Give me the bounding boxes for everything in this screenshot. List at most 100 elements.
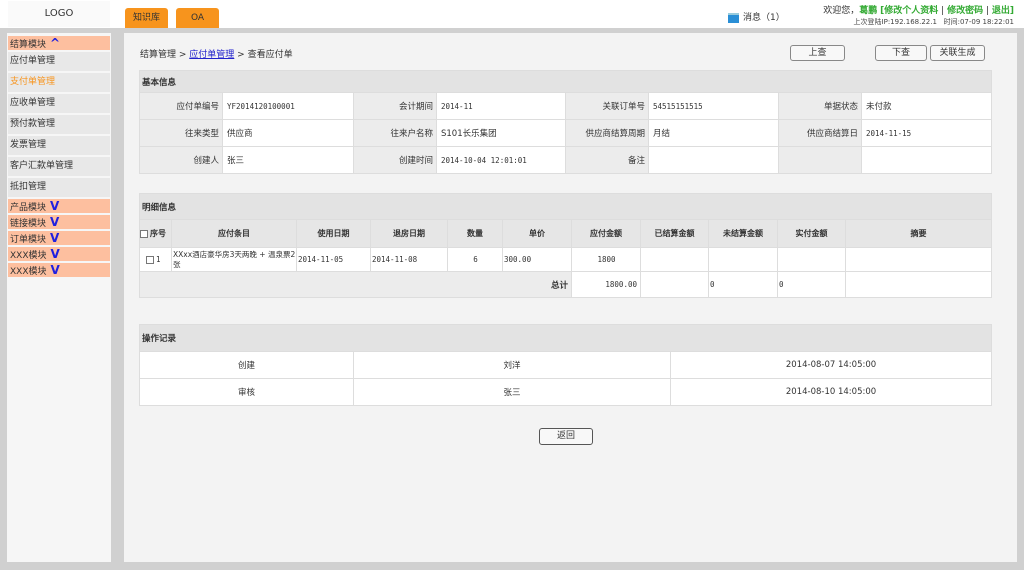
sidebar-module-xxx[interactable]: XXX模块 V — [8, 247, 110, 261]
table-cell — [844, 247, 993, 272]
log-cell: 创建 — [139, 351, 354, 379]
column-header: 退房日期 — [370, 219, 448, 248]
back-button[interactable]: 返回 — [539, 428, 593, 445]
logout-link[interactable]: 退出 — [991, 6, 1010, 16]
total-label: 总计 — [139, 271, 572, 298]
top-bar: LOGO 知识库 OA 消息（1） 欢迎您，葛鹏 [修改个人资料 | 修改密码 … — [0, 0, 1024, 28]
column-header: 数量 — [447, 219, 503, 248]
detail-table: 明细信息 序号 应付条目 使用日期 退房日期 数量 单价 应付金额 已结算金额 未结算金额 实付金… — [138, 193, 993, 298]
cell-value: 300.00 — [504, 255, 532, 264]
total-cell: 0 — [708, 271, 778, 298]
sidebar-module-link[interactable]: 链接模块 V — [8, 215, 110, 229]
user-name: 葛鹏 — [859, 6, 878, 16]
table-cell: 2014-11-08 — [370, 247, 448, 272]
table-row: 1 XXxx酒店豪华房3天两晚 + 温泉票2张 2014-11-05 2014-11-… — [139, 247, 993, 272]
log-row: 创建 刘洋 2014-08-07 14:05:00 — [139, 351, 993, 379]
cell-value: 2014-11-05 — [298, 255, 344, 264]
total-cell — [640, 271, 709, 298]
select-all-checkbox[interactable] — [140, 229, 148, 238]
expand-icon: V — [50, 263, 60, 277]
field-label: 备注 — [565, 146, 649, 174]
field-value: 54515151515 — [648, 92, 779, 120]
table-cell: 6 — [447, 247, 503, 272]
column-header: 应付金额 — [571, 219, 641, 248]
log-cell: 2014-08-07 14:05:00 — [669, 351, 993, 379]
column-header: 实付金额 — [777, 219, 846, 248]
sidebar-module-xxx-2[interactable]: XXX模块 V — [8, 263, 110, 277]
tab-oa[interactable]: OA — [176, 8, 219, 28]
field-label: 应付单编号 — [139, 92, 223, 120]
total-cell: 1800.00 — [571, 271, 641, 298]
column-header: 未结算金额 — [708, 219, 778, 248]
column-header-label: 单价 — [529, 229, 545, 238]
table-cell — [777, 247, 846, 272]
table-cell: 2014-11-05 — [296, 247, 371, 272]
sidebar-item-payments[interactable]: 支付单管理 — [8, 73, 110, 92]
expand-icon: V — [50, 199, 60, 213]
table-cell: 300.00 — [502, 247, 572, 272]
breadcrumb: 结算管理 > 应付单管理 > 查看应付单 — [140, 50, 293, 60]
total-row: 总计 1800.00 0 0 — [139, 271, 993, 298]
sidebar-item-receivables[interactable]: 应收单管理 — [8, 94, 110, 113]
expand-icon: V — [50, 215, 60, 229]
column-header-label: 已结算金额 — [654, 229, 695, 238]
sidebar-item-remittances[interactable]: 客户汇款单管理 — [8, 157, 110, 176]
field-label — [778, 146, 862, 174]
column-header-label: 应付条目 — [218, 229, 250, 238]
logo: LOGO — [8, 1, 110, 27]
total-cell: 0 — [777, 271, 846, 298]
column-header: 已结算金额 — [640, 219, 709, 248]
field-label: 关联订单号 — [565, 92, 649, 120]
sidebar: 结算模块 ^ 应付单管理 支付单管理 应收单管理 预付款管理 发票管理 客户汇款单… — [7, 33, 111, 562]
sidebar-module-order[interactable]: 订单模块 V — [8, 231, 110, 245]
operation-log-table: 操作记录 创建 刘洋 2014-08-07 14:05:00 审核 张三 2014-08-… — [138, 324, 993, 406]
field-label: 创建时间 — [353, 146, 437, 174]
column-header: 单价 — [502, 219, 572, 248]
change-password-link[interactable]: 修改密码 — [947, 6, 984, 16]
column-header-label: 未结算金额 — [723, 229, 763, 238]
sidebar-module-product[interactable]: 产品模块 V — [8, 199, 110, 213]
column-header-label: 数量 — [467, 229, 483, 238]
sidebar-item-prepayments[interactable]: 预付款管理 — [8, 115, 110, 134]
sidebar-module-settlement[interactable]: 结算模块 ^ — [8, 36, 110, 50]
tab-knowledge-base[interactable]: 知识库 — [125, 8, 168, 28]
log-row: 审核 张三 2014-08-10 14:05:00 — [139, 378, 993, 406]
field-value: S101长乐集团 — [436, 119, 566, 147]
sidebar-item-invoices[interactable]: 发票管理 — [8, 136, 110, 155]
detail-header-row: 序号 应付条目 使用日期 退房日期 数量 单价 应付金额 已结算金额 未结算金额 实付金额 摘要 — [139, 219, 993, 248]
breadcrumb-link[interactable]: 应付单管理 — [189, 50, 235, 60]
field-label: 往来户名称 — [353, 119, 437, 147]
sidebar-item-payables[interactable]: 应付单管理 — [8, 52, 110, 71]
expand-icon: V — [50, 247, 60, 261]
column-header: 使用日期 — [296, 219, 371, 248]
table-cell — [640, 247, 709, 272]
field-value: 2014-10-04 12:01:01 — [436, 146, 566, 174]
link-generate-button[interactable]: 关联生成 — [930, 45, 985, 61]
edit-profile-link[interactable]: 修改个人资料 — [884, 6, 939, 16]
field-value: 月结 — [648, 119, 779, 147]
field-value — [648, 146, 779, 174]
prev-button[interactable]: 上查 — [790, 45, 845, 61]
cell-value: 2014-11-08 — [372, 255, 418, 264]
login-info: 上次登陆IP:192.168.22.1 时间:07-09 18:22:01 — [853, 18, 1014, 26]
field-value — [860, 146, 993, 174]
log-cell: 刘洋 — [353, 351, 671, 379]
next-button[interactable]: 下查 — [875, 45, 927, 61]
field-value: 未付款 — [860, 92, 993, 120]
cell-value: 1800 — [597, 255, 616, 264]
cell-value: XXxx酒店豪华房3天两晚 + 温泉票2张 — [173, 249, 296, 269]
message-icon — [728, 12, 739, 23]
column-header-label: 摘要 — [910, 229, 927, 238]
column-header: 摘要 — [844, 219, 993, 248]
collapse-icon: ^ — [50, 36, 61, 50]
sidebar-item-deductions[interactable]: 抵扣管理 — [8, 178, 110, 197]
messages-link[interactable]: 消息（1） — [728, 10, 785, 23]
log-title: 操作记录 — [138, 324, 993, 352]
column-header-label: 序号 — [150, 229, 166, 238]
column-header-label: 退房日期 — [393, 229, 425, 238]
table-cell: XXxx酒店豪华房3天两晚 + 温泉票2张 — [171, 247, 297, 272]
column-header-label: 使用日期 — [317, 229, 350, 238]
user-links: 欢迎您，葛鹏 [修改个人资料 | 修改密码 | 退出] — [823, 6, 1014, 16]
row-checkbox[interactable] — [146, 256, 154, 264]
column-header-label: 应付金额 — [590, 229, 622, 238]
